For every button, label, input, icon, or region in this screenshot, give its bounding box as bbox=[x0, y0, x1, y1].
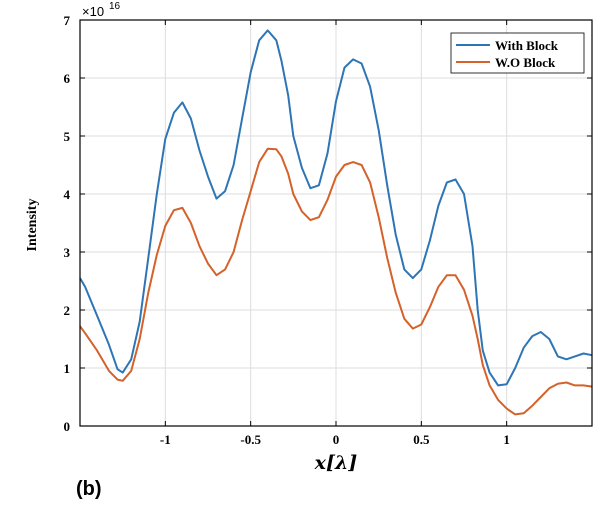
y-tick-labels: 0 1 2 3 4 5 6 7 bbox=[64, 13, 71, 434]
x-tick-label: 0 bbox=[333, 432, 340, 447]
panel-label: (b) bbox=[76, 478, 102, 500]
y-multiplier-exponent: 16 bbox=[109, 1, 121, 12]
y-tick-label: 2 bbox=[64, 303, 71, 318]
y-multiplier: ×10 bbox=[82, 4, 104, 19]
x-tick-label: -0.5 bbox=[240, 432, 261, 447]
grid bbox=[80, 19, 592, 427]
x-tick-label: 0.5 bbox=[413, 432, 430, 447]
series-line-with-block bbox=[79, 29, 593, 387]
legend-label-wo-block: W.O Block bbox=[495, 55, 556, 70]
legend-box bbox=[450, 32, 585, 74]
y-axis-label: Intensity bbox=[25, 199, 40, 252]
legend-label-with-block: With Block bbox=[495, 38, 559, 53]
y-tick-label: 3 bbox=[64, 245, 71, 260]
y-tick-label: 6 bbox=[64, 71, 71, 86]
y-tick-label: 5 bbox=[64, 129, 71, 144]
x-axis-label: x[λ] bbox=[314, 452, 358, 474]
y-tick-label: 4 bbox=[64, 187, 71, 202]
x-tick-labels: -1 -0.5 0 0.5 1 bbox=[160, 432, 510, 447]
y-tick-label: 0 bbox=[64, 419, 71, 434]
tick-marks bbox=[80, 19, 592, 427]
x-tick-label: 1 bbox=[503, 432, 510, 447]
series-line-wo-block bbox=[79, 147, 593, 416]
y-tick-label: 1 bbox=[64, 361, 71, 376]
legend: With Block W.O Block bbox=[450, 32, 585, 74]
y-tick-label: 7 bbox=[64, 13, 71, 28]
series-group bbox=[79, 29, 593, 416]
x-tick-label: -1 bbox=[160, 432, 171, 447]
